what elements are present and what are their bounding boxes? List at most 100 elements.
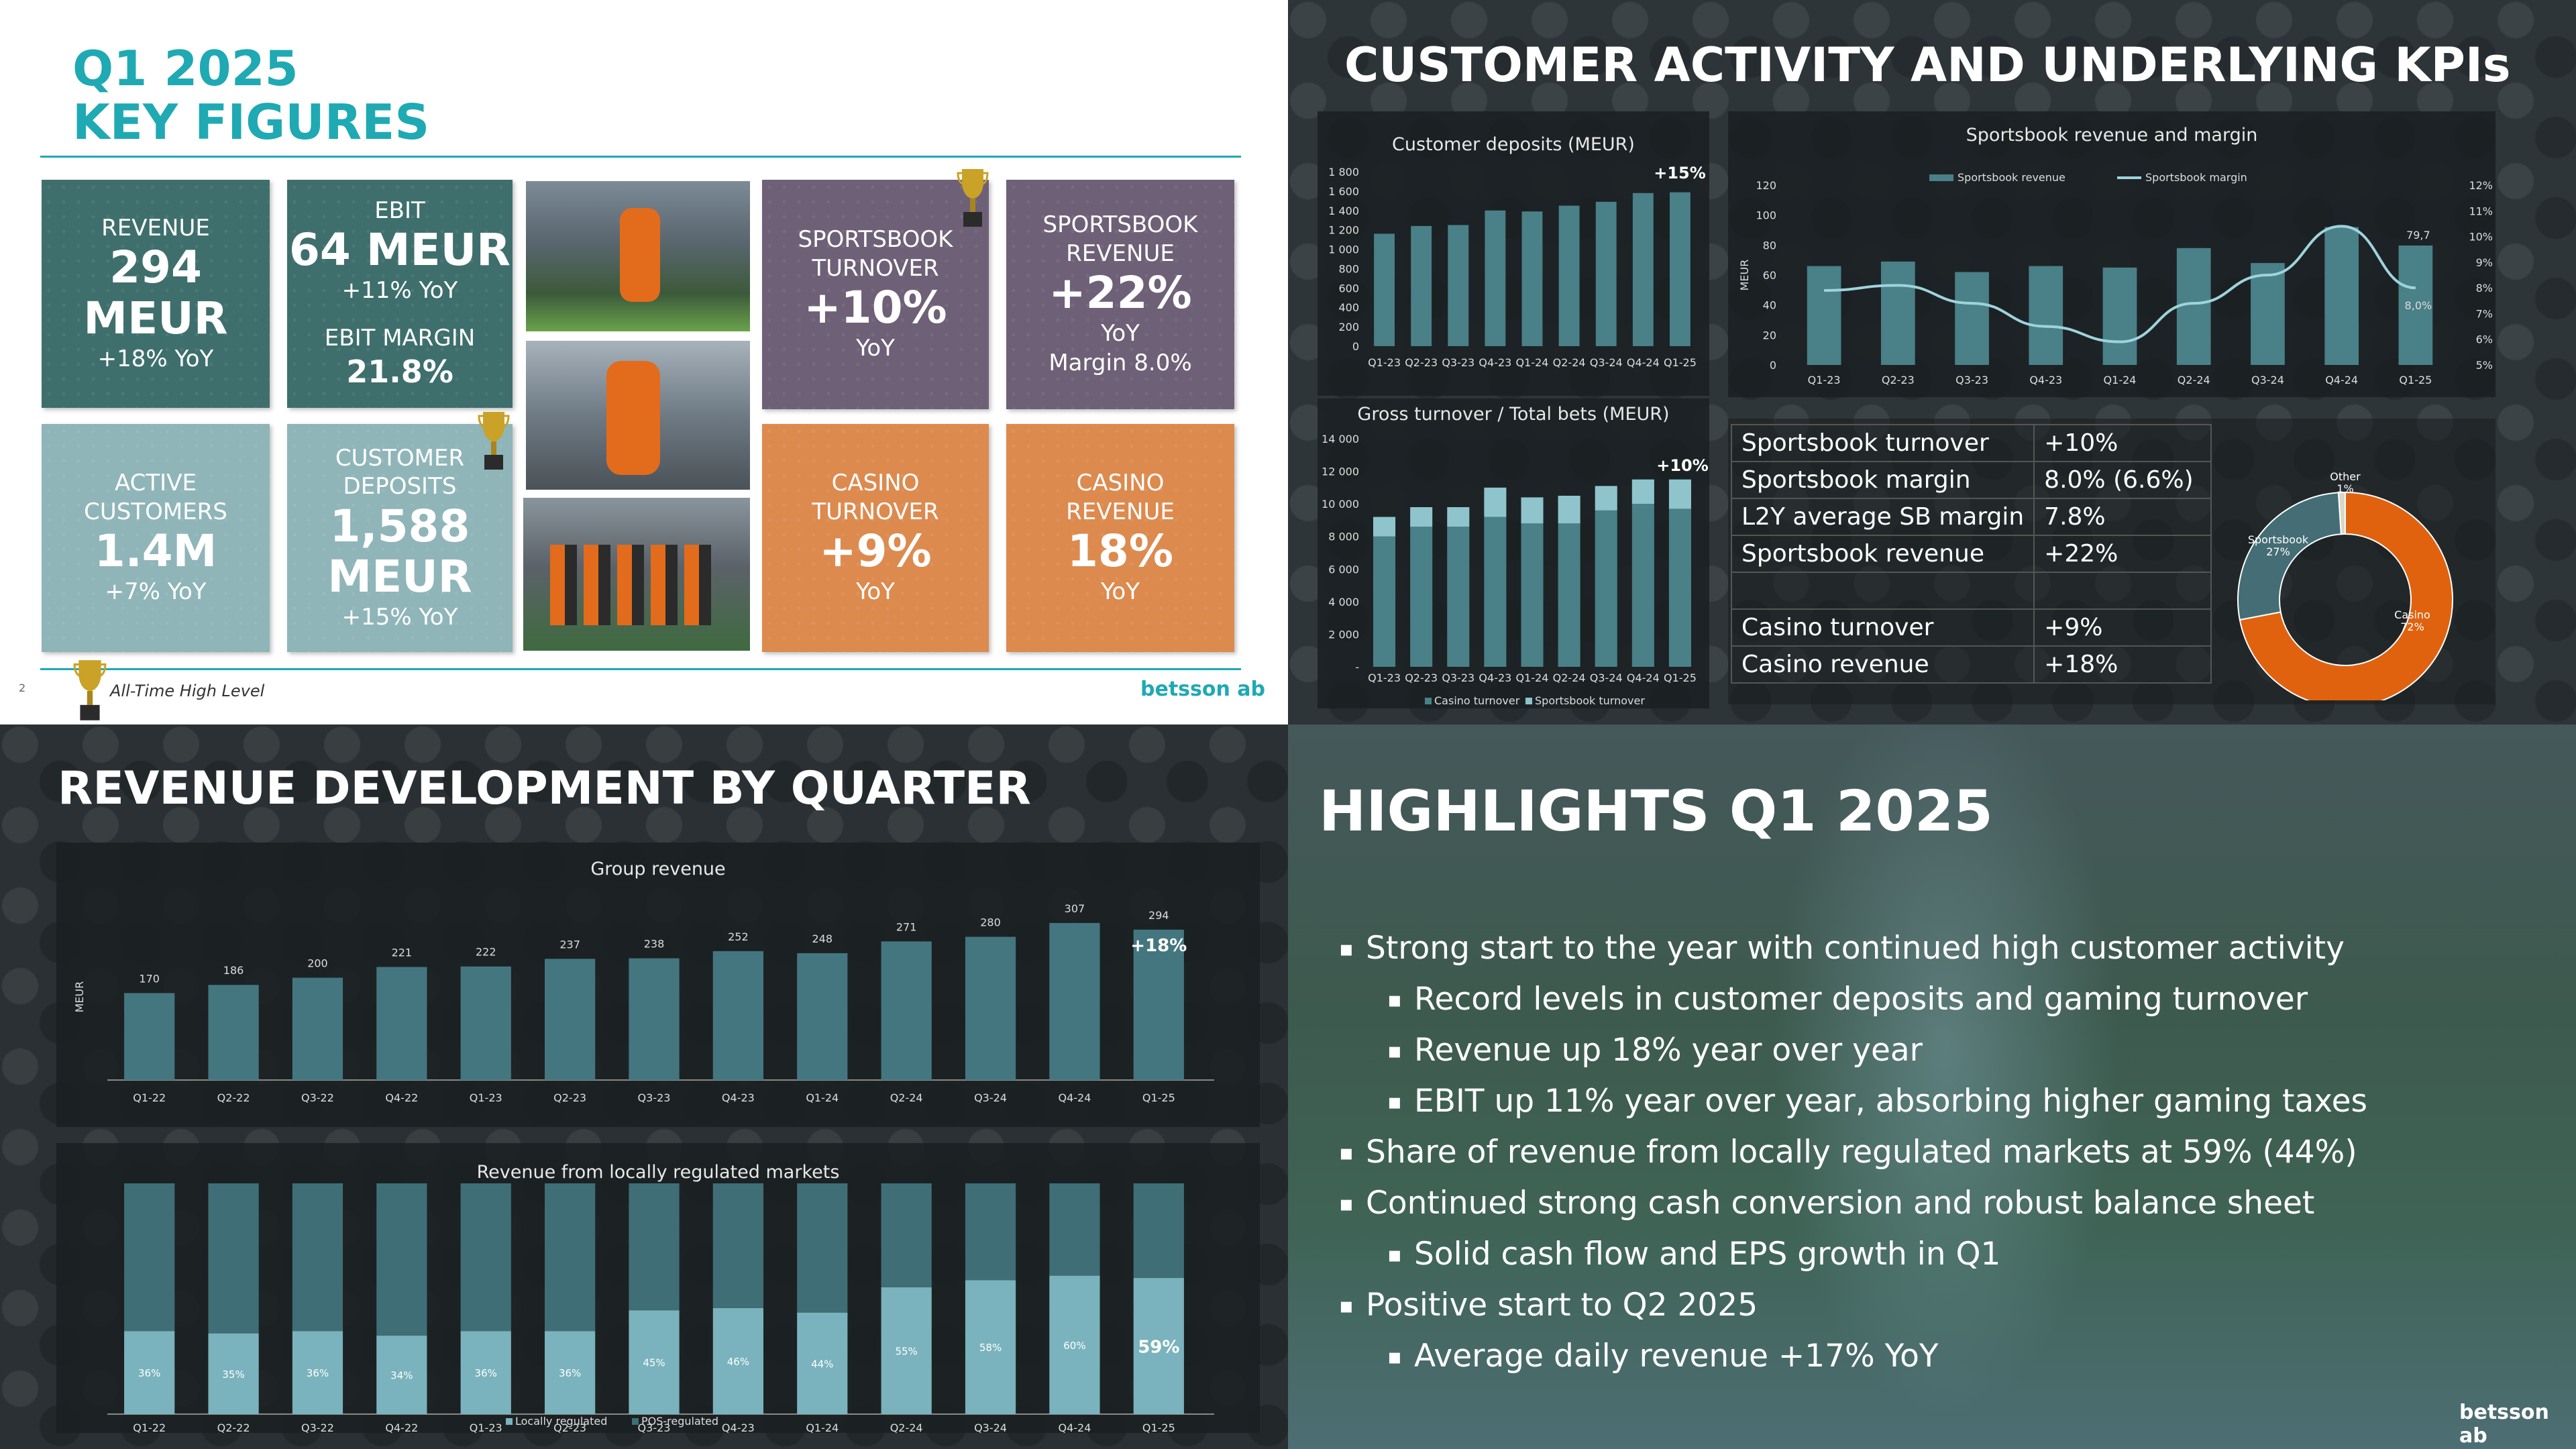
x-tick-label: Q4-24: [1627, 672, 1660, 684]
x-tick-label: Q4-23: [1479, 672, 1511, 684]
bar-locally-regulated: [124, 1331, 175, 1414]
bar: [545, 959, 596, 1080]
x-tick-label: Q1-23: [470, 1421, 502, 1433]
casino-turnover-label2: TURNOVER: [812, 498, 939, 525]
y-tick-label: 100: [1756, 209, 1776, 222]
active-customers-yoy: +7% YoY: [105, 578, 207, 606]
legend-label: Casino turnover: [1434, 694, 1520, 707]
x-tick-label: Q2-23: [553, 1091, 586, 1104]
x-tick-label: Q3-24: [974, 1421, 1007, 1433]
y-tick-label: 10 000: [1322, 498, 1359, 511]
bar-locally-regulated: [629, 1310, 680, 1414]
x-tick-label: Q1-25: [1664, 672, 1697, 684]
x-tick-label: Q2-23: [1882, 374, 1915, 386]
chart-title: Group revenue: [590, 859, 726, 879]
x-tick-label: Q3-24: [1590, 356, 1623, 369]
team-figures: [550, 545, 718, 625]
bar: [208, 985, 259, 1080]
regulated-revenue-chart: Revenue from locally regulated markets 3…: [56, 1143, 1260, 1433]
casino-turnover-yoy: YoY: [856, 578, 895, 606]
slice-label: 27%: [2266, 545, 2290, 558]
x-tick-label: Q1-23: [1368, 672, 1401, 684]
revenue-label: REVENUE: [101, 214, 210, 241]
legend-swatch: [632, 1418, 639, 1425]
x-tick-label: Q4-24: [1058, 1091, 1091, 1104]
y-tick-label: 600: [1338, 282, 1359, 294]
bar: [1448, 225, 1469, 346]
x-tick-label: Q1-25: [1142, 1421, 1175, 1433]
value-label: 59%: [1138, 1338, 1179, 1358]
x-tick-label: Q3-24: [1590, 672, 1623, 684]
revenue-development-slide: REVENUE DEVELOPMENT BY QUARTER Group rev…: [0, 724, 1288, 1449]
y-tick-label: 1 800: [1328, 166, 1359, 178]
photo-celebration-2: [526, 341, 750, 490]
customer-deposits-plot: 1 800 1 600 1 400 1 200 1 000 800 600 400 200 0 Q1…: [1328, 164, 1706, 369]
bar-casino: [1521, 523, 1544, 667]
x-tick-label: Q4-23: [722, 1421, 755, 1433]
bar: [1880, 261, 1915, 365]
y-tick-label: 2 000: [1328, 628, 1359, 641]
y-tick-label: 20: [1763, 329, 1776, 341]
slice-label: 72%: [2400, 621, 2424, 633]
x-tick-label: Q2-23: [553, 1421, 586, 1433]
bar: [1374, 233, 1395, 346]
bar: [797, 953, 848, 1080]
sb-margin: Margin 8.0%: [1049, 350, 1192, 377]
key-figures-slide: Q1 2025 KEY FIGURES REVENUE 294 MEUR +18…: [0, 0, 1288, 724]
bar-casino: [1668, 508, 1691, 667]
bar-casino: [1484, 517, 1507, 667]
y-tick-label: 1 000: [1328, 244, 1359, 256]
bar-sportsbook: [1595, 486, 1617, 511]
deposits-value: 1,588: [329, 500, 470, 552]
bar-locally-regulated: [292, 1331, 343, 1414]
y-tick-label: 1 200: [1328, 224, 1359, 237]
bar-locally-regulated: [965, 1280, 1016, 1414]
data-label: 222: [476, 946, 496, 959]
casino-revenue-label2: REVENUE: [1066, 498, 1175, 525]
data-label: 294: [1148, 909, 1169, 922]
data-label: 79,7: [2406, 229, 2430, 241]
bar-locally-regulated: [376, 1336, 427, 1414]
trophy-icon: [478, 412, 510, 470]
margin-line: [1824, 225, 2416, 343]
value-label: 55%: [895, 1345, 917, 1357]
sb-turnover-value: +10%: [804, 282, 947, 334]
legend-swatch: [1929, 174, 1953, 181]
slice-label: Sportsbook: [2248, 533, 2309, 546]
bar-casino: [1631, 504, 1654, 667]
x-tick-label: Q1-23: [470, 1091, 502, 1104]
x-tick-label: Q2-24: [2178, 374, 2210, 386]
casino-revenue-label1: CASINO: [1076, 470, 1165, 497]
kpi-row: Sportsbook turnover +10%: [1731, 425, 2212, 462]
bar-locally-regulated: [460, 1331, 511, 1414]
data-label: 237: [559, 938, 580, 951]
bar-locally-regulated: [797, 1312, 848, 1414]
kpi-row: Sportsbook margin 8.0% (6.6%): [1731, 462, 2212, 499]
value-label: 36%: [475, 1367, 497, 1379]
bar: [460, 966, 511, 1080]
bar-pos-regulated: [881, 1183, 932, 1287]
y2-tick-label: 11%: [2469, 205, 2493, 217]
value-label: 36%: [307, 1367, 329, 1379]
bar-pos-regulated: [208, 1183, 259, 1334]
bar-casino: [1558, 523, 1580, 667]
bar-pos-regulated: [376, 1183, 427, 1336]
highlight-bullet: Continued strong cash conversion and rob…: [1339, 1178, 2506, 1229]
x-tick-label: Q3-22: [301, 1421, 334, 1433]
x-tick-label: Q1-22: [133, 1091, 166, 1104]
deposits-label1: CUSTOMER: [335, 444, 465, 472]
legend-label: POS-regulated: [641, 1415, 718, 1428]
active-customers-label1: ACTIVE: [115, 470, 197, 497]
value-label: 36%: [138, 1367, 160, 1379]
bar-pos-regulated: [797, 1183, 848, 1313]
x-tick-label: Q3-23: [638, 1421, 671, 1433]
kpi-label: L2Y average SB margin: [1731, 498, 2035, 536]
title-divider: [40, 156, 1241, 158]
bar: [1632, 193, 1654, 346]
casino-turnover-tile: CASINO TURNOVER +9% YoY: [762, 424, 989, 652]
bar: [1133, 929, 1184, 1080]
kpi-value: +18%: [2034, 646, 2212, 684]
sb-revenue-label1: SPORTSBOOK: [1042, 211, 1198, 239]
